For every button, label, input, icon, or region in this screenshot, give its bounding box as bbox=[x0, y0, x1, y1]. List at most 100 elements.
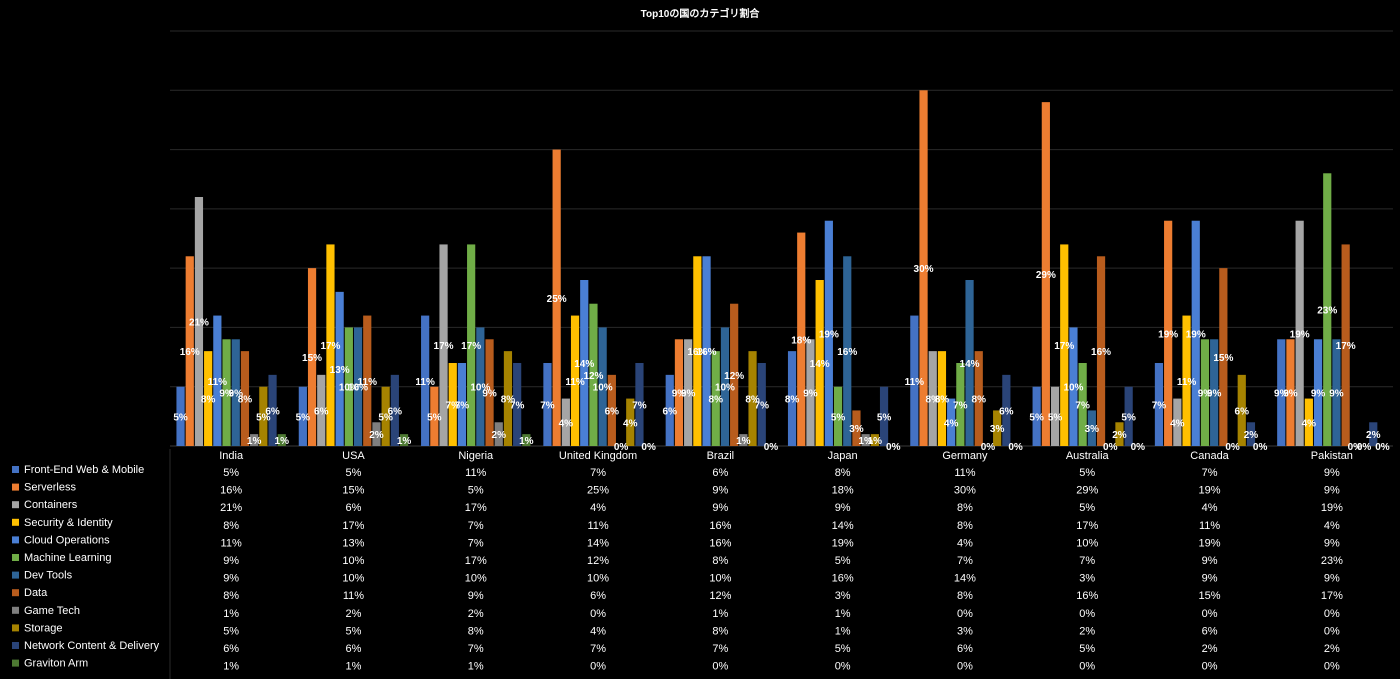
data-label: 8% bbox=[238, 395, 253, 406]
bar bbox=[1050, 386, 1060, 446]
table-cell: 6% bbox=[223, 643, 239, 655]
data-label: 6% bbox=[265, 406, 280, 417]
data-label: 2% bbox=[1112, 430, 1127, 441]
data-label: 8% bbox=[709, 395, 724, 406]
table-cell: 17% bbox=[1321, 590, 1343, 602]
table-cell: 2% bbox=[1324, 643, 1340, 655]
table-cell: 19% bbox=[832, 537, 854, 549]
table-cell: 6% bbox=[1202, 625, 1218, 637]
bar bbox=[1332, 339, 1341, 446]
table-cell: 29% bbox=[1076, 485, 1098, 497]
bar bbox=[1041, 102, 1050, 447]
legend-swatch bbox=[12, 642, 19, 649]
bar bbox=[806, 339, 815, 446]
table-cell: 11% bbox=[465, 467, 486, 479]
category-label: Nigeria bbox=[458, 450, 494, 462]
data-label: 8% bbox=[501, 395, 516, 406]
bar bbox=[1173, 398, 1182, 446]
bar bbox=[815, 280, 824, 446]
bar bbox=[928, 351, 937, 446]
bar bbox=[381, 386, 390, 446]
table-cell: 9% bbox=[223, 555, 239, 567]
table-cell: 6% bbox=[712, 467, 728, 479]
bar bbox=[1286, 339, 1295, 446]
data-label: 10% bbox=[339, 383, 359, 394]
table-cell: 3% bbox=[957, 625, 973, 637]
data-label: 30% bbox=[914, 264, 934, 275]
bar bbox=[1341, 244, 1350, 446]
table-cell: 0% bbox=[590, 608, 606, 620]
table-cell: 19% bbox=[1321, 502, 1343, 514]
category-label: India bbox=[219, 450, 244, 462]
bar bbox=[543, 363, 552, 446]
data-label: 7% bbox=[953, 401, 968, 412]
bar bbox=[552, 149, 561, 447]
data-label: 7% bbox=[446, 401, 461, 412]
table-cell: 7% bbox=[468, 537, 484, 549]
bar bbox=[476, 327, 485, 446]
bar bbox=[787, 351, 797, 446]
data-label: 1% bbox=[275, 436, 290, 447]
legend-label: Machine Learning bbox=[24, 552, 111, 564]
table-cell: 1% bbox=[712, 608, 728, 620]
data-label: 9% bbox=[1207, 389, 1222, 400]
bar bbox=[1323, 173, 1332, 447]
legend-swatch bbox=[12, 606, 19, 614]
legend-label: Security & Identity bbox=[24, 517, 113, 529]
table-cell: 9% bbox=[712, 485, 728, 497]
bar bbox=[503, 351, 513, 446]
bar bbox=[1115, 422, 1124, 446]
bar bbox=[1164, 220, 1173, 446]
data-label: 3% bbox=[849, 424, 864, 435]
bar bbox=[326, 244, 335, 446]
bar bbox=[1060, 244, 1069, 446]
data-label: 16% bbox=[697, 347, 717, 358]
bar bbox=[298, 386, 307, 446]
data-label: 5% bbox=[173, 412, 188, 423]
table-cell: 8% bbox=[223, 520, 239, 532]
bar bbox=[372, 422, 381, 446]
bar bbox=[457, 363, 467, 446]
data-label: 0% bbox=[1375, 442, 1390, 453]
table-cell: 8% bbox=[957, 590, 973, 602]
data-label: 7% bbox=[540, 401, 555, 412]
legend-swatch bbox=[12, 571, 19, 579]
table-cell: 16% bbox=[220, 485, 242, 497]
table-cell: 1% bbox=[345, 661, 361, 673]
table-cell: 2% bbox=[468, 608, 484, 620]
data-label: 7% bbox=[755, 401, 770, 412]
bar bbox=[317, 374, 326, 446]
table-cell: 3% bbox=[835, 590, 851, 602]
data-label: 17% bbox=[434, 341, 454, 352]
bar bbox=[268, 374, 277, 446]
bar bbox=[947, 398, 956, 446]
bar bbox=[1313, 339, 1323, 446]
bar bbox=[467, 244, 476, 446]
data-label: 9% bbox=[219, 389, 234, 400]
data-label: 15% bbox=[1213, 353, 1233, 364]
table-cell: 9% bbox=[468, 590, 484, 602]
data-label: 1% bbox=[858, 436, 873, 447]
data-label: 2% bbox=[1244, 430, 1259, 441]
table-cell: 1% bbox=[468, 661, 484, 673]
bar bbox=[1078, 363, 1087, 446]
data-label: 13% bbox=[330, 365, 350, 376]
table-cell: 0% bbox=[957, 608, 973, 620]
data-label: 4% bbox=[559, 418, 574, 429]
table-cell: 10% bbox=[342, 555, 364, 567]
bar bbox=[240, 351, 250, 446]
data-label: 12% bbox=[724, 371, 744, 382]
bar bbox=[635, 363, 644, 446]
table-cell: 23% bbox=[1321, 555, 1343, 567]
legend-label: Data bbox=[24, 587, 48, 599]
bar bbox=[861, 434, 870, 446]
data-label: 3% bbox=[990, 424, 1005, 435]
legend-label: Serverless bbox=[24, 482, 76, 494]
bar bbox=[335, 291, 344, 446]
data-label: 6% bbox=[314, 406, 329, 417]
bar bbox=[993, 410, 1002, 446]
bar bbox=[919, 90, 928, 447]
table-cell: 16% bbox=[709, 537, 731, 549]
data-label: 16% bbox=[687, 347, 707, 358]
data-label: 11% bbox=[1177, 377, 1197, 388]
